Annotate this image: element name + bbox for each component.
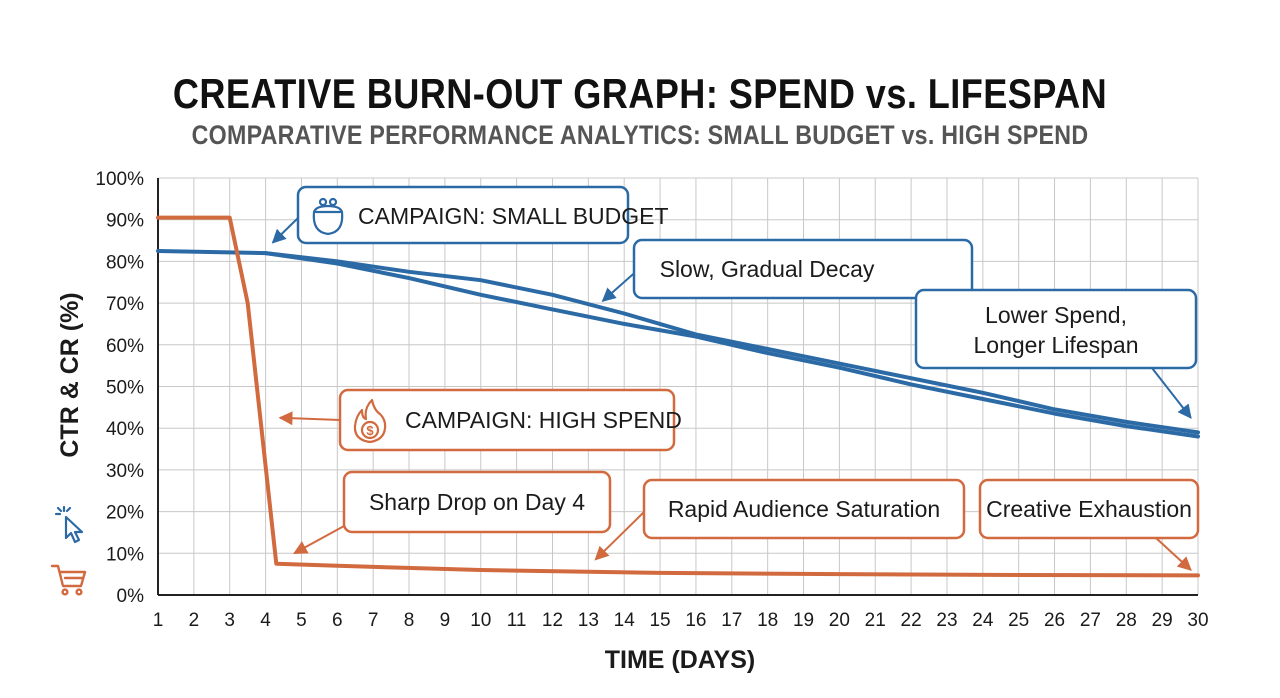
callout-label: Lower Spend,: [985, 302, 1127, 328]
chart-series: [156, 215, 1200, 578]
x-tick-label: 8: [404, 610, 415, 631]
callout-label: CAMPAIGN: SMALL BUDGET: [358, 203, 669, 229]
svg-text:$: $: [366, 423, 374, 438]
series-line-small_budget_a: [156, 249, 1200, 439]
x-tick-label: 21: [865, 610, 886, 631]
y-tick-label: 30%: [106, 461, 144, 482]
y-axis-title: CTR & CR (%): [56, 292, 84, 457]
callout-arrow: [594, 511, 645, 561]
callout-lower_spend: Lower Spend, Longer Lifespan: [914, 288, 1198, 419]
chart-tick-labels: 1 2 3 4 5 6 7 8 9 10 11 12 13 14 15 16 17 18 19 20 21 22 23 24 2…: [95, 169, 1208, 631]
x-tick-label: 28: [1116, 610, 1137, 631]
x-tick-label: 12: [542, 610, 563, 631]
callout-saturation: Rapid Audience Saturation: [594, 478, 966, 561]
x-tick-label: 26: [1044, 610, 1065, 631]
callout-slow_decay: Slow, Gradual Decay: [601, 238, 974, 302]
x-tick-label: 13: [578, 610, 599, 631]
callout-box: [632, 238, 974, 300]
callout-sharp_drop: Sharp Drop on Day 4: [293, 470, 612, 555]
y-tick-label: 0%: [117, 586, 145, 607]
x-tick-label: 6: [332, 610, 343, 631]
x-tick-label: 9: [440, 610, 451, 631]
callout-label: Creative Exhaustion: [986, 496, 1192, 522]
y-tick-label: 50%: [106, 378, 144, 399]
chart-subtitle: COMPARATIVE PERFORMANCE ANALYTICS: SMALL…: [191, 120, 1089, 150]
y-tick-label: 10%: [106, 544, 144, 565]
x-tick-label: 20: [829, 610, 850, 631]
flame-dollar-icon: $: [353, 398, 387, 444]
coin-purse-icon: [312, 197, 344, 236]
chart-callouts: CAMPAIGN: SMALL BUDGET Slow, Gradual Deca…: [271, 185, 1200, 571]
callout-box: [296, 185, 630, 245]
y-tick-label: 40%: [106, 419, 144, 440]
x-tick-label: 16: [685, 610, 706, 631]
chart-title: CREATIVE BURN-OUT GRAPH: SPEND vs. LIFES…: [172, 70, 1108, 117]
x-tick-label: 5: [296, 610, 307, 631]
callout-arrow: [278, 411, 341, 426]
callout-box: [978, 478, 1200, 540]
x-tick-label: 27: [1080, 610, 1101, 631]
callout-arrow: [1151, 367, 1192, 419]
x-tick-label: 22: [901, 610, 922, 631]
x-tick-label: 30: [1187, 610, 1208, 631]
series-line-small_budget_b: [263, 251, 1200, 435]
x-tick-label: 4: [260, 610, 271, 631]
callout-label: Sharp Drop on Day 4: [369, 489, 585, 515]
callout-label: Slow, Gradual Decay: [660, 256, 875, 282]
x-tick-label: 25: [1008, 610, 1029, 631]
x-tick-label: 10: [470, 610, 491, 631]
cursor-click-icon: [54, 505, 84, 544]
callout-arrow: [1155, 537, 1192, 571]
x-tick-label: 7: [368, 610, 379, 631]
x-tick-label: 2: [189, 610, 200, 631]
x-tick-label: 15: [649, 610, 670, 631]
callout-label: CAMPAIGN: HIGH SPEND: [405, 407, 682, 433]
y-tick-label: 60%: [106, 336, 144, 357]
x-tick-label: 17: [721, 610, 742, 631]
chart-axes: [157, 178, 1198, 596]
x-tick-label: 1: [153, 610, 164, 631]
callout-exhaustion: Creative Exhaustion: [978, 478, 1200, 571]
callout-box: [914, 288, 1198, 370]
callout-arrow: [271, 217, 299, 244]
x-tick-label: 19: [793, 610, 814, 631]
series-line-high_spend: [156, 215, 1200, 578]
x-tick-label: 29: [1152, 610, 1173, 631]
y-tick-label: 100%: [95, 169, 144, 190]
y-tick-label: 90%: [106, 211, 144, 232]
x-tick-label: 3: [224, 610, 235, 631]
y-tick-label: 20%: [106, 503, 144, 524]
callout-small_budget: CAMPAIGN: SMALL BUDGET: [271, 185, 669, 245]
callout-box: [642, 478, 966, 540]
callout-box: [338, 388, 676, 452]
x-axis-title: TIME (DAYS): [605, 646, 755, 674]
y-tick-label: 80%: [106, 252, 144, 273]
callout-label: Longer Lifespan: [974, 332, 1139, 358]
x-tick-label: 23: [936, 610, 957, 631]
shopping-cart-icon: [50, 564, 87, 596]
x-tick-label: 18: [757, 610, 778, 631]
x-tick-label: 14: [614, 610, 636, 631]
x-tick-label: 24: [972, 610, 994, 631]
callout-label: Rapid Audience Saturation: [668, 496, 940, 522]
x-tick-label: 11: [507, 610, 527, 631]
callout-high_spend: CAMPAIGN: HIGH SPEND $: [278, 388, 682, 452]
y-tick-label: 70%: [106, 294, 144, 315]
callout-box: [342, 470, 612, 534]
